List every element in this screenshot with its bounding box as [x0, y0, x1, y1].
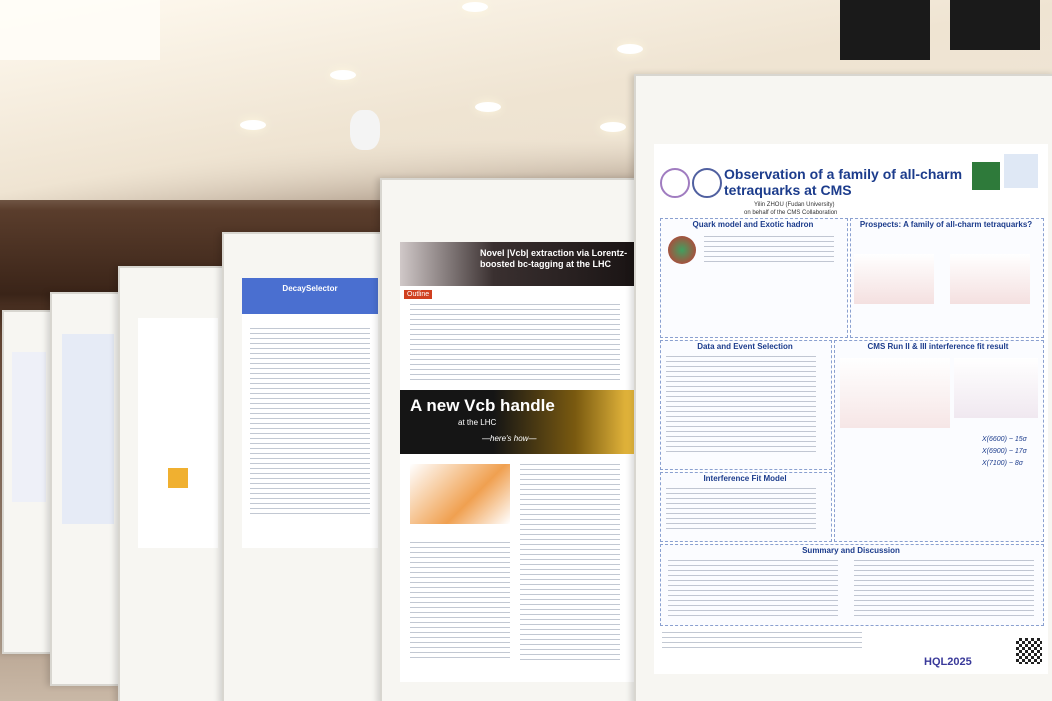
logo [972, 162, 1000, 190]
ceiling-light [330, 70, 356, 80]
skylight [0, 0, 160, 60]
text-block [250, 328, 370, 518]
ceiling-light [462, 2, 488, 12]
section-header: Data and Event Selection [697, 342, 793, 351]
plot [840, 358, 950, 428]
ceiling-light [617, 44, 643, 54]
poster-title: DecaySelector [282, 284, 338, 293]
section-header: Interference Fit Model [703, 474, 787, 483]
poster [62, 334, 114, 524]
text-block [410, 542, 510, 662]
references [662, 632, 862, 652]
poster-board: DecaySelector [222, 232, 382, 701]
poster-board [2, 310, 52, 654]
figure [168, 468, 188, 488]
section-header: CMS Run II & III interference fit result [867, 342, 1009, 351]
section-header: Prospects: A family of all-charm tetraqu… [859, 220, 1033, 229]
ceiling-light [475, 102, 501, 112]
poster-board [50, 292, 120, 686]
poster: DecaySelector [242, 278, 378, 548]
poster-board: Observation of a family of all-charm tet… [634, 74, 1052, 701]
ceiling-light [600, 122, 626, 132]
result: X(7100) ~ 8σ [982, 460, 1023, 467]
plot [854, 254, 934, 304]
text-block [410, 304, 620, 384]
text-block [668, 560, 838, 618]
poster-title: Observation of a family of all-charm tet… [724, 166, 963, 198]
text-block [704, 236, 834, 266]
logo [1004, 154, 1038, 188]
speaker [840, 0, 930, 60]
result: X(6600) ~ 15σ [982, 436, 1027, 443]
camera [350, 110, 380, 150]
affiliation: on behalf of the CMS Collaboration [744, 210, 838, 216]
ceiling-light [240, 120, 266, 130]
qr-code [1016, 638, 1042, 664]
logo [660, 168, 690, 198]
text-block [666, 356, 816, 456]
poster [12, 352, 46, 502]
text-block [520, 464, 620, 664]
banner: A new Vcb handle at the LHC —here's how— [400, 390, 634, 454]
plot [954, 358, 1038, 418]
poster-board: Novel |Vcb| extraction via Lorentz-boost… [380, 178, 636, 701]
poster-board [118, 266, 224, 701]
plot [950, 254, 1030, 304]
section-header: Quark model and Exotic hadron [692, 220, 814, 229]
poster: Novel |Vcb| extraction via Lorentz-boost… [400, 242, 634, 682]
banner-subtitle: at the LHC [458, 418, 497, 427]
section-header: Summary and Discussion [802, 546, 900, 555]
poster-title: Novel |Vcb| extraction via Lorentz-boost… [480, 248, 628, 269]
text-block [854, 560, 1034, 618]
speaker [950, 0, 1040, 50]
conference-logo: HQL2025 [924, 656, 972, 668]
author: Yilin ZHOU (Fudan University) [754, 202, 835, 208]
poster: Observation of a family of all-charm tet… [654, 144, 1048, 674]
banner-tag: —here's how— [482, 434, 537, 443]
figure [410, 464, 510, 524]
section-header: Outline [404, 290, 433, 299]
figure [668, 236, 696, 264]
result: X(6900) ~ 17σ [982, 448, 1027, 455]
poster-header: Novel |Vcb| extraction via Lorentz-boost… [400, 242, 634, 286]
poster-header: DecaySelector [242, 278, 378, 314]
text-block [666, 488, 816, 532]
banner-title: A new Vcb handle [410, 396, 555, 415]
logo [692, 168, 722, 198]
poster [138, 318, 218, 548]
